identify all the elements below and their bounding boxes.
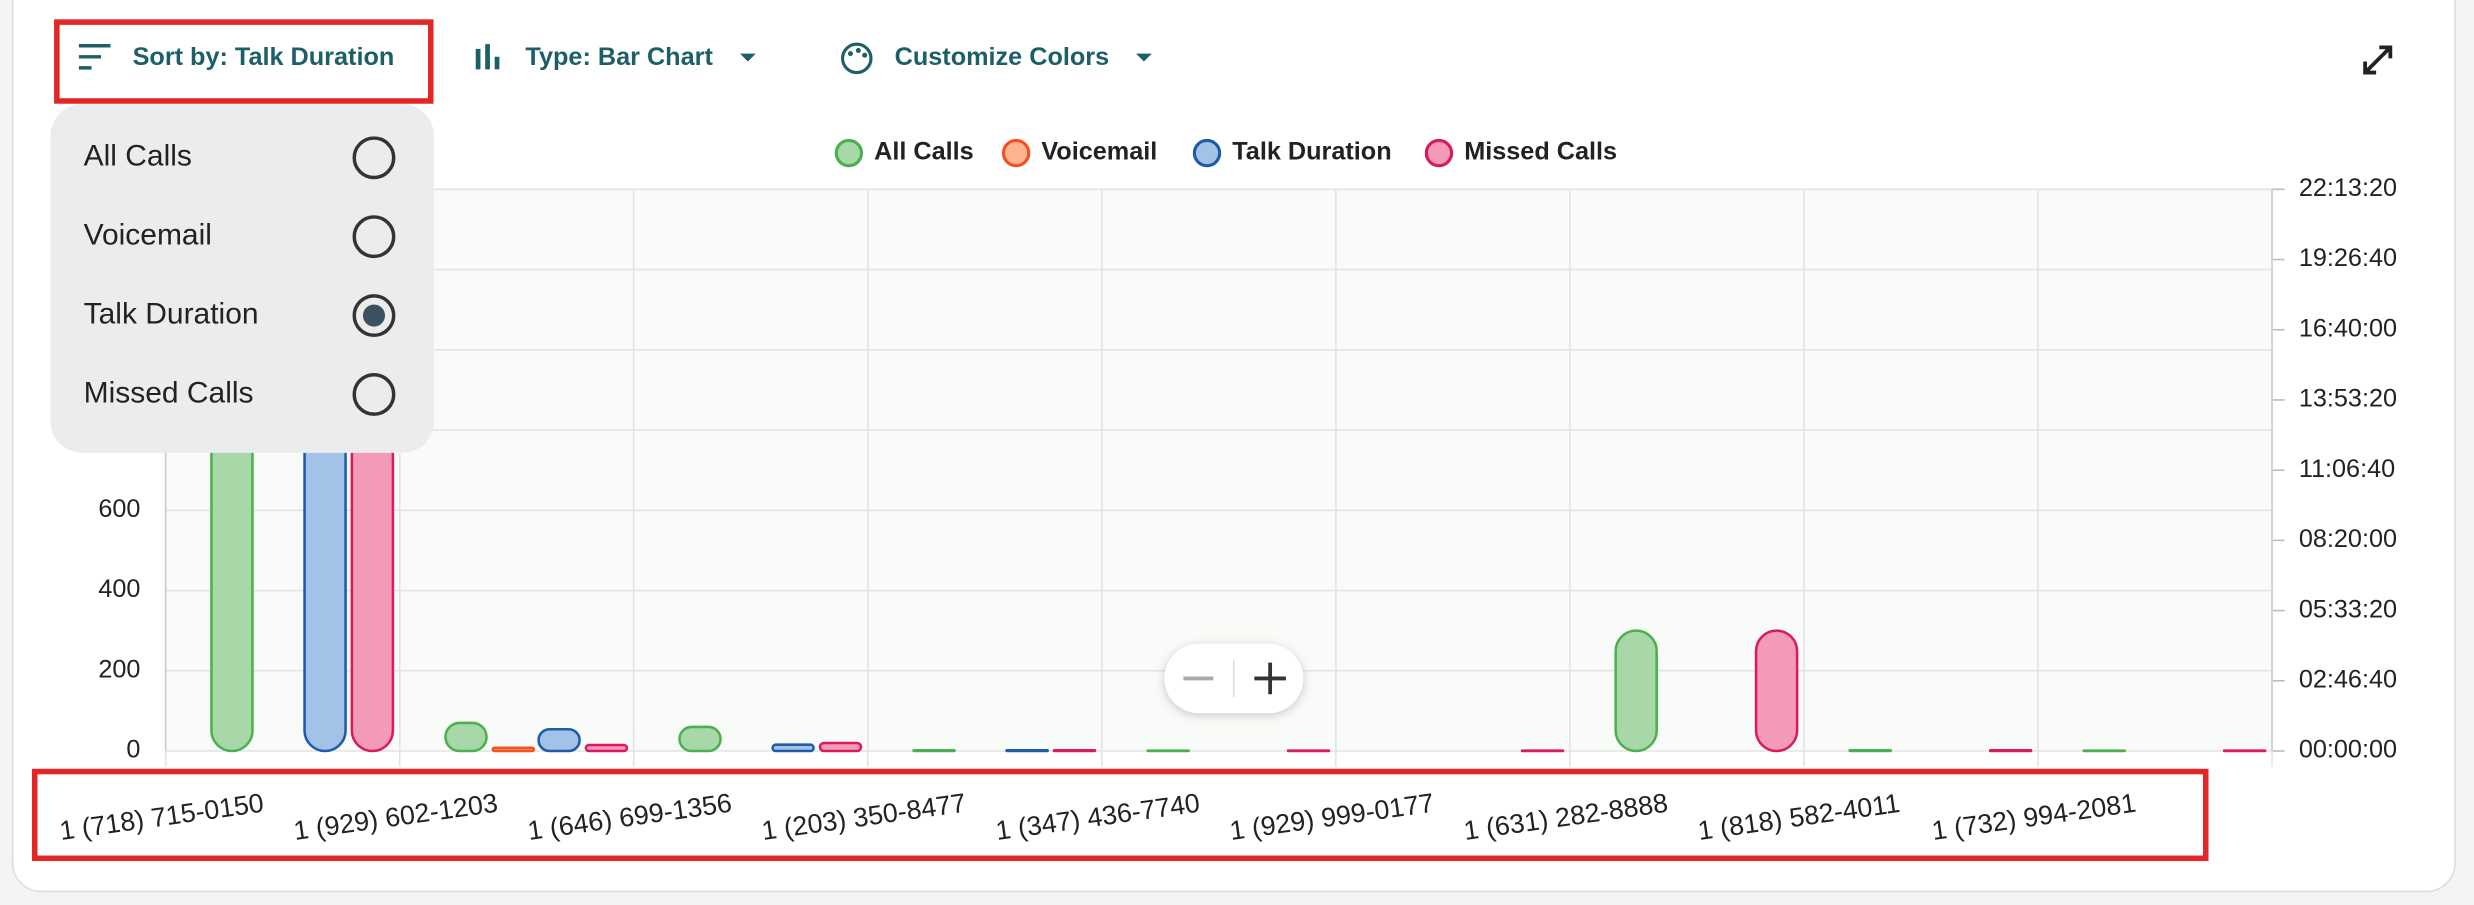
bar — [1052, 748, 1097, 753]
y2-tick-label: 13:53:20 — [2299, 385, 2397, 413]
y2-tick-label: 08:20:00 — [2299, 525, 2397, 553]
y2-tick-label: 11:06:40 — [2299, 455, 2395, 483]
y-tick-label: 600 — [98, 495, 140, 523]
legend-label[interactable]: Missed Calls — [1464, 138, 1617, 166]
type-button[interactable]: Type: Bar Chart — [475, 43, 756, 71]
legend-swatch — [1001, 138, 1031, 168]
bar — [537, 727, 581, 753]
menu-item-label[interactable]: All Calls — [84, 140, 192, 173]
radio[interactable] — [352, 294, 396, 338]
menu-item-label[interactable]: Talk Duration — [84, 297, 259, 330]
bar — [444, 721, 488, 753]
radio[interactable] — [352, 372, 396, 416]
highlight-box — [31, 768, 2209, 862]
legend-swatch — [1424, 138, 1454, 168]
expand-button[interactable] — [2363, 45, 2393, 75]
radio[interactable] — [352, 215, 396, 259]
menu-item-label[interactable]: Voicemail — [84, 219, 212, 252]
legend-label[interactable]: All Calls — [874, 138, 974, 166]
bar — [678, 725, 722, 753]
menu-item-label[interactable]: Missed Calls — [84, 376, 254, 409]
bar — [1988, 748, 2033, 753]
legend-swatch — [834, 138, 864, 168]
sort-menu: All Calls Voicemail Talk Duration Missed Ca… — [50, 104, 434, 453]
zoom-in[interactable] — [1254, 662, 1286, 695]
sort-label[interactable]: Sort by: Talk Duration — [133, 43, 395, 71]
colors-label[interactable]: Customize Colors — [895, 43, 1110, 71]
bar — [771, 743, 815, 753]
bar — [818, 741, 863, 753]
y-tick-label: 400 — [98, 575, 140, 603]
y2-tick-label: 16:40:00 — [2299, 314, 2397, 342]
highlight-box — [54, 19, 434, 104]
type-label[interactable]: Type: Bar Chart — [525, 43, 713, 71]
radio-dot — [362, 304, 386, 327]
legend-label[interactable]: Talk Duration — [1232, 138, 1391, 166]
y-tick-label: 0 — [126, 736, 140, 764]
y-tick-label: 200 — [98, 655, 140, 683]
sort-button[interactable]: Sort by: Talk Duration — [78, 43, 395, 71]
y2-tick-label: 02:46:40 — [2299, 665, 2397, 693]
bar — [491, 746, 536, 753]
bar — [1848, 748, 1892, 753]
bar — [1614, 629, 1658, 753]
y2-tick-label: 19:26:40 — [2299, 244, 2397, 272]
radio[interactable] — [352, 136, 396, 180]
bar — [912, 748, 956, 753]
menu-panel — [50, 104, 434, 453]
y2-tick-label: 22:13:20 — [2299, 174, 2397, 202]
bar — [1754, 629, 1799, 753]
colors-button[interactable]: Customize Colors — [840, 42, 1152, 75]
bar — [1005, 749, 1049, 753]
bar — [584, 743, 629, 753]
legend-label[interactable]: Voicemail — [1041, 138, 1157, 166]
y2-tick-label: 00:00:00 — [2299, 736, 2397, 764]
legend-swatch — [1192, 138, 1222, 168]
y2-tick-label: 05:33:20 — [2299, 595, 2397, 623]
